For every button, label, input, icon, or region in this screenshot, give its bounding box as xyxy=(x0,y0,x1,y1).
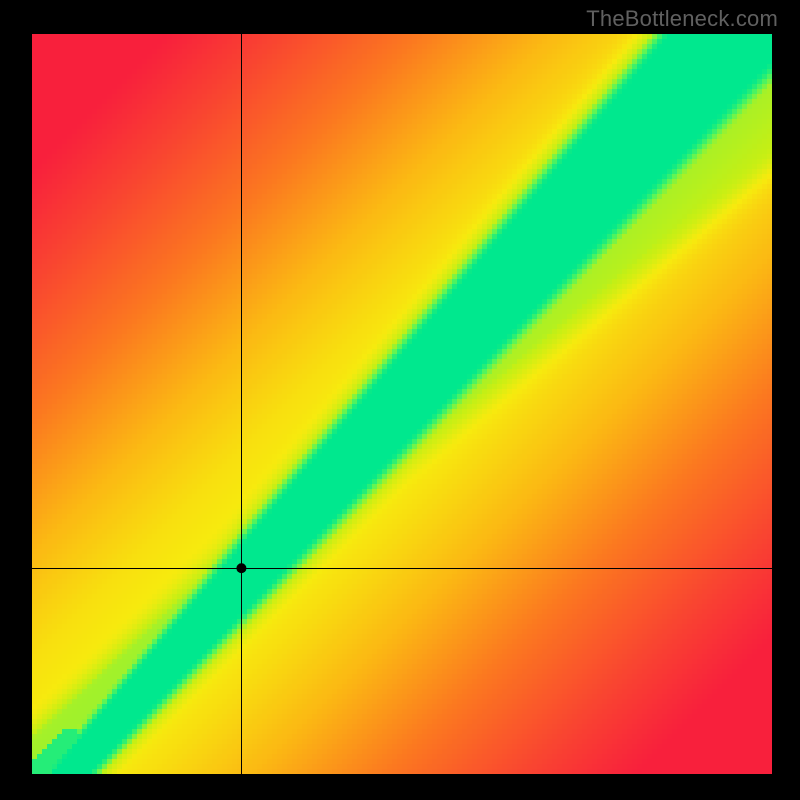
watermark-text: TheBottleneck.com xyxy=(586,6,778,32)
chart-container: { "watermark": { "text": "TheBottleneck.… xyxy=(0,0,800,800)
bottleneck-heatmap xyxy=(0,0,800,800)
